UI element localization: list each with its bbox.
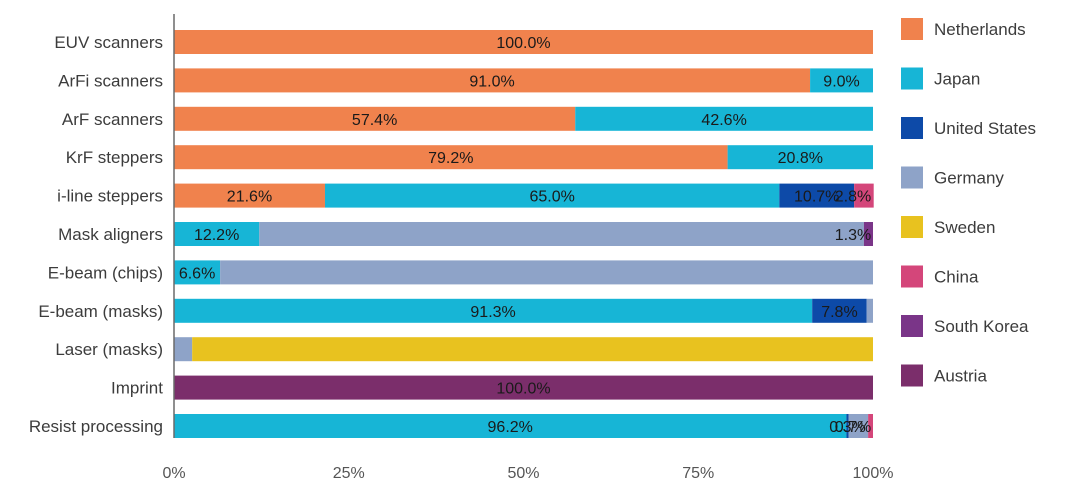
- x-tick-label: 75%: [682, 465, 714, 482]
- bar-segment: [220, 260, 873, 285]
- bar-segment: [259, 222, 864, 246]
- bar-segment: [863, 222, 873, 246]
- legend-swatch: [901, 315, 923, 337]
- data-label: 21.6%: [227, 189, 272, 206]
- data-label: 42.6%: [701, 112, 746, 129]
- bar-segment: [174, 414, 847, 438]
- bar-segment: [174, 30, 873, 54]
- bar-segment: [174, 375, 873, 400]
- bar-segment: [854, 183, 874, 208]
- category-label: Resist processing: [29, 417, 163, 436]
- category-label: Mask aligners: [58, 225, 163, 244]
- data-label: 96.2%: [488, 419, 533, 436]
- category-labels: EUV scanners ArFi scanners ArF scanners KrF…: [29, 33, 163, 436]
- legend-swatch: [901, 67, 923, 90]
- data-label: 7.8%: [821, 304, 857, 321]
- legend-swatch: [901, 166, 923, 189]
- legend-label: China: [934, 268, 979, 287]
- category-label: Imprint: [111, 379, 163, 398]
- x-tick-labels: 0% 25% 50% 75% 100%: [162, 465, 893, 482]
- legend-label: Sweden: [934, 218, 995, 237]
- data-label: 12.2%: [194, 227, 239, 244]
- legend-label: Netherlands: [934, 20, 1026, 39]
- bar-segment: [174, 222, 260, 246]
- x-tick-label: 50%: [507, 465, 539, 482]
- data-label: 2.8%: [835, 189, 871, 206]
- bar-segment: [174, 337, 193, 362]
- bar-segment: [174, 145, 728, 170]
- bar-segment: [727, 145, 873, 170]
- bar-segment: [575, 106, 873, 131]
- bar-segment: [848, 414, 869, 438]
- bar-segment: [174, 68, 811, 93]
- legend: Netherlands Japan United States Germany Swed…: [901, 18, 1036, 387]
- category-label: KrF steppers: [66, 148, 163, 167]
- data-label: 6.6%: [179, 265, 215, 282]
- legend-swatch: [901, 18, 923, 40]
- bar-segment: [812, 298, 867, 323]
- bar-segment: [868, 414, 873, 438]
- data-label: 1.3%: [835, 227, 871, 244]
- bar-segment: [866, 298, 873, 323]
- legend-label: Germany: [934, 169, 1004, 188]
- legend-label: South Korea: [934, 317, 1029, 336]
- legend-swatch: [901, 216, 923, 238]
- legend-swatch: [901, 117, 923, 139]
- x-tick-label: 100%: [853, 465, 894, 482]
- bars-layer: [174, 30, 874, 438]
- data-label: 9.0%: [823, 73, 859, 90]
- data-label: 10.7%: [794, 189, 839, 206]
- bar-segment: [324, 183, 780, 208]
- legend-label: Japan: [934, 70, 980, 89]
- data-label: 100.0%: [496, 381, 550, 398]
- data-label: 65.0%: [529, 189, 574, 206]
- data-labels-layer: 100.0% 91.0% 9.0% 57.4% 42.6% 79.2% 20.8% 21.6%…: [179, 35, 871, 436]
- bar-segment: [174, 260, 221, 285]
- category-label: i-line steppers: [57, 187, 163, 206]
- bar-segment: [174, 298, 813, 323]
- category-label: ArFi scanners: [58, 71, 163, 90]
- bar-segment: [174, 183, 325, 208]
- data-label: 20.8%: [778, 150, 823, 167]
- bar-segment: [810, 68, 873, 93]
- legend-label: United States: [934, 119, 1036, 138]
- data-label: 79.2%: [428, 150, 473, 167]
- category-label: Laser (masks): [55, 340, 163, 359]
- data-label: 91.3%: [470, 304, 515, 321]
- legend-swatch: [901, 265, 923, 288]
- data-label: 57.4%: [352, 112, 397, 129]
- bar-segment: [779, 183, 855, 208]
- legend-swatch: [901, 364, 923, 387]
- data-label: 0.3%: [829, 419, 865, 436]
- x-tick-label: 25%: [333, 465, 365, 482]
- category-label: ArF scanners: [62, 110, 163, 129]
- data-label: 91.0%: [469, 73, 514, 90]
- legend-label: Austria: [934, 367, 987, 386]
- category-label: EUV scanners: [54, 33, 163, 52]
- bar-segment: [846, 414, 849, 438]
- bar-segment: [192, 337, 873, 362]
- bar-segment: [174, 106, 576, 131]
- data-label: 100.0%: [496, 35, 550, 52]
- data-label: 0.7%: [835, 419, 871, 436]
- category-label: E-beam (masks): [38, 302, 163, 321]
- x-tick-label: 0%: [162, 465, 185, 482]
- category-label: E-beam (chips): [48, 263, 163, 282]
